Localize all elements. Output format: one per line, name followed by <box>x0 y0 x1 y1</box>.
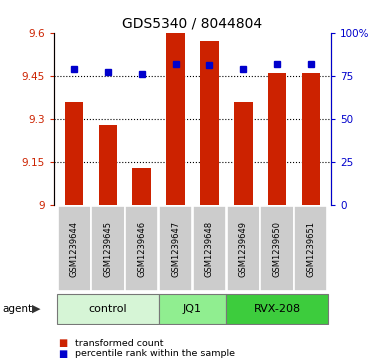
FancyBboxPatch shape <box>193 206 226 291</box>
Text: ▶: ▶ <box>32 303 40 314</box>
FancyBboxPatch shape <box>226 294 328 323</box>
FancyBboxPatch shape <box>58 206 91 291</box>
Text: percentile rank within the sample: percentile rank within the sample <box>75 350 235 358</box>
Text: ■: ■ <box>58 338 67 348</box>
Bar <box>65 102 84 205</box>
Text: GSM1239644: GSM1239644 <box>70 221 79 277</box>
Text: agent: agent <box>2 303 32 314</box>
FancyBboxPatch shape <box>159 294 226 323</box>
FancyBboxPatch shape <box>125 206 158 291</box>
Bar <box>200 41 219 205</box>
Text: GSM1239646: GSM1239646 <box>137 221 146 277</box>
Text: GSM1239647: GSM1239647 <box>171 221 180 277</box>
Bar <box>301 73 320 205</box>
Text: transformed count: transformed count <box>75 339 164 347</box>
Bar <box>132 168 151 205</box>
Text: GSM1239648: GSM1239648 <box>205 221 214 277</box>
Text: JQ1: JQ1 <box>183 303 202 314</box>
FancyBboxPatch shape <box>260 206 294 291</box>
Bar <box>99 125 117 205</box>
Text: GSM1239645: GSM1239645 <box>104 221 112 277</box>
Text: GSM1239651: GSM1239651 <box>306 221 315 277</box>
Text: GDS5340 / 8044804: GDS5340 / 8044804 <box>122 16 263 30</box>
FancyBboxPatch shape <box>294 206 327 291</box>
Text: ■: ■ <box>58 349 67 359</box>
FancyBboxPatch shape <box>159 206 192 291</box>
Text: control: control <box>89 303 127 314</box>
Text: GSM1239649: GSM1239649 <box>239 221 248 277</box>
FancyBboxPatch shape <box>227 206 260 291</box>
Bar <box>268 73 286 205</box>
Text: RVX-208: RVX-208 <box>253 303 301 314</box>
Text: GSM1239650: GSM1239650 <box>273 221 281 277</box>
Bar <box>166 33 185 205</box>
FancyBboxPatch shape <box>57 294 159 323</box>
FancyBboxPatch shape <box>91 206 125 291</box>
Bar <box>234 102 253 205</box>
